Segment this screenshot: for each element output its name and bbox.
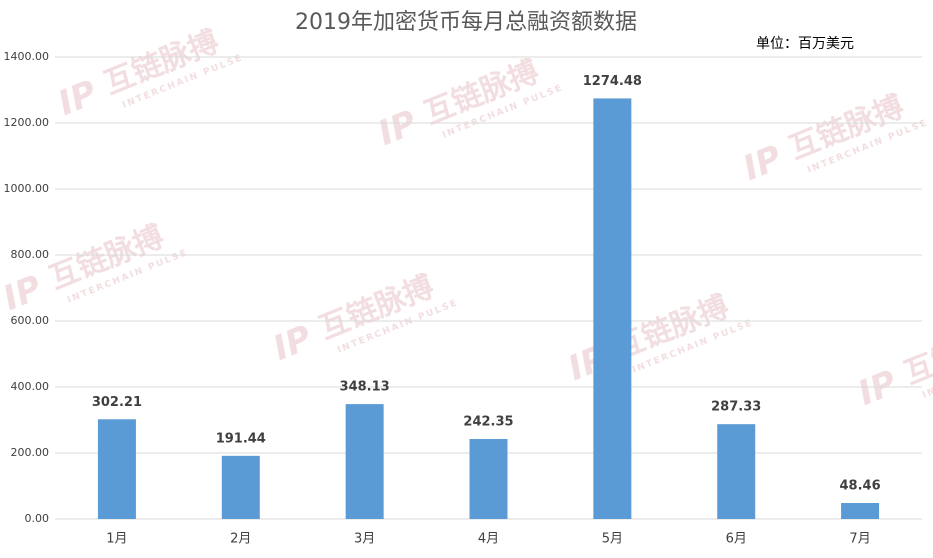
data-label: 287.33 [711, 400, 761, 415]
bar [221, 455, 260, 519]
y-tick-label: 1200.00 [4, 116, 50, 129]
x-tick-label: 3月 [354, 532, 375, 547]
y-tick-label: 200.00 [11, 446, 50, 459]
x-tick-label: 5月 [602, 532, 623, 547]
y-tick-label: 1000.00 [4, 182, 50, 195]
bar [841, 503, 880, 519]
watermark-logo: IP [0, 268, 48, 319]
y-tick-label: 1400.00 [4, 50, 50, 63]
data-label: 242.35 [463, 415, 513, 430]
bar [717, 424, 756, 519]
data-label: 191.44 [216, 431, 266, 446]
watermark-logo: IP [373, 103, 423, 154]
bar [345, 404, 384, 519]
x-tick-label: 1月 [106, 532, 127, 547]
data-label: 302.21 [92, 395, 142, 410]
data-label: 48.46 [840, 479, 881, 494]
unit-label: 单位：百万美元 [756, 36, 854, 52]
data-label: 1274.48 [583, 74, 642, 89]
x-tick-label: 6月 [726, 532, 747, 547]
data-label: 348.13 [340, 380, 390, 395]
watermark-logo: IP [853, 363, 903, 414]
y-tick-label: 600.00 [11, 314, 50, 327]
chart-title: 2019年加密货币每月总融资额数据 [295, 10, 637, 35]
bar [97, 419, 136, 519]
watermark-text: 互链脉搏 [899, 314, 933, 391]
bar [593, 98, 632, 519]
watermark-logo: IP [268, 318, 318, 369]
x-tick-label: 7月 [849, 532, 870, 547]
x-tick-label: 4月 [478, 532, 499, 547]
bar [469, 439, 508, 519]
y-tick-label: 800.00 [11, 248, 50, 261]
watermark-logo: IP [738, 138, 788, 189]
x-tick-label: 2月 [230, 532, 251, 547]
y-tick-label: 0.00 [25, 512, 50, 525]
y-tick-label: 400.00 [11, 380, 50, 393]
watermark-logo: IP [53, 73, 103, 124]
